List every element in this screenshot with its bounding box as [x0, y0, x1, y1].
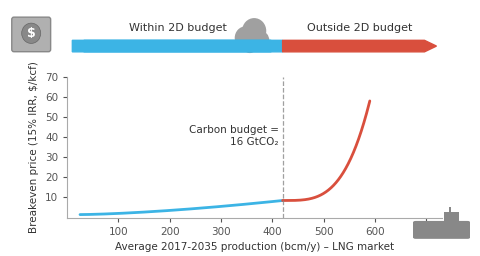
Y-axis label: Breakeven price (15% IRR, $/kcf): Breakeven price (15% IRR, $/kcf) [29, 61, 39, 233]
Text: Carbon budget =
16 GtCO₂: Carbon budget = 16 GtCO₂ [189, 125, 278, 147]
Text: Within 2D budget: Within 2D budget [129, 23, 227, 33]
Circle shape [242, 37, 258, 53]
FancyBboxPatch shape [12, 17, 51, 52]
Text: Outside 2D budget: Outside 2D budget [307, 23, 412, 33]
Circle shape [22, 23, 41, 44]
Bar [444, 212, 459, 223]
Circle shape [242, 18, 266, 44]
Circle shape [235, 26, 256, 49]
Text: $: $ [27, 27, 36, 40]
Bar [448, 207, 451, 212]
FancyBboxPatch shape [413, 221, 470, 239]
Circle shape [252, 31, 269, 49]
X-axis label: Average 2017-2035 production (bcm/y) – LNG market: Average 2017-2035 production (bcm/y) – L… [115, 242, 394, 252]
